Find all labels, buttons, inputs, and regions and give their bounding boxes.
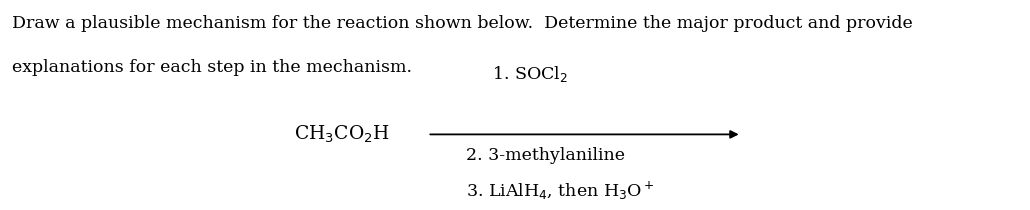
Text: 1. SOCl$_2$: 1. SOCl$_2$ xyxy=(492,64,569,84)
Text: 2. 3-methylaniline: 2. 3-methylaniline xyxy=(466,147,624,164)
Text: Draw a plausible mechanism for the reaction shown below.  Determine the major pr: Draw a plausible mechanism for the react… xyxy=(12,15,914,32)
Text: CH$_3$CO$_2$H: CH$_3$CO$_2$H xyxy=(294,124,389,145)
Text: explanations for each step in the mechanism.: explanations for each step in the mechan… xyxy=(12,59,412,76)
Text: 3. LiAlH$_4$, then H$_3$O$^+$: 3. LiAlH$_4$, then H$_3$O$^+$ xyxy=(466,179,654,202)
